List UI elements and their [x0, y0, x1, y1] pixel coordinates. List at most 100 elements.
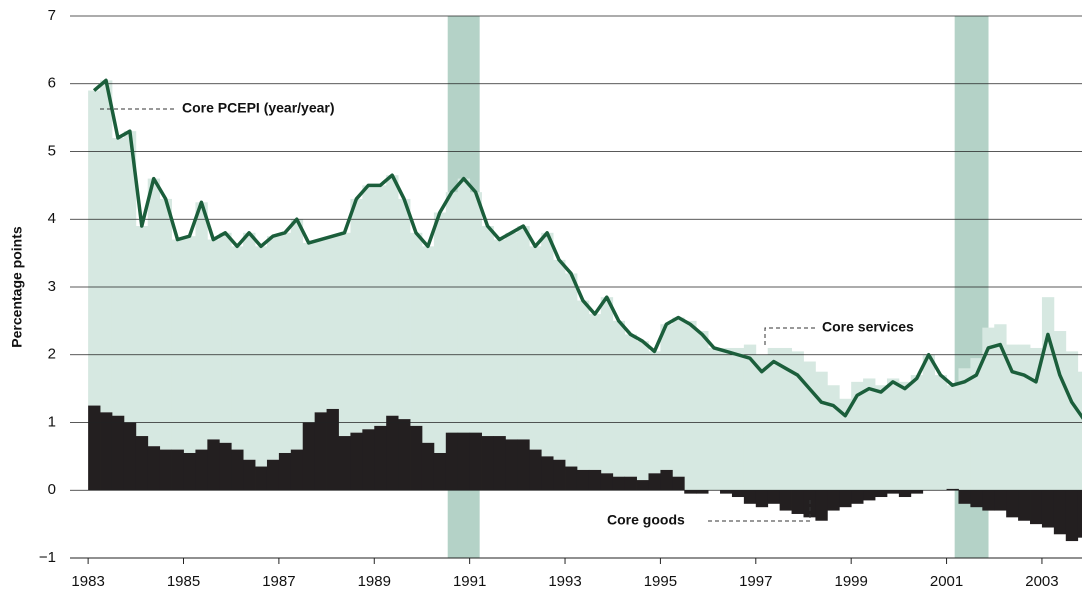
bar — [493, 239, 506, 437]
bar — [946, 488, 959, 491]
bar — [708, 347, 721, 491]
bar — [791, 351, 804, 491]
bar — [100, 80, 113, 413]
bar — [410, 232, 423, 426]
bar — [338, 232, 351, 437]
bar — [457, 432, 471, 491]
annotation: Core PCEPI (year/year) — [182, 100, 335, 116]
bar — [481, 226, 494, 437]
bar — [493, 436, 506, 491]
bar — [815, 371, 828, 491]
x-tick-label: 1985 — [167, 573, 200, 590]
x-tick-label: 2003 — [1025, 573, 1058, 590]
bar — [1053, 490, 1067, 535]
bar — [576, 300, 590, 470]
bar — [612, 476, 626, 491]
bar — [994, 490, 1007, 511]
bar — [565, 466, 578, 491]
bar — [684, 320, 697, 491]
bar — [1006, 490, 1019, 518]
bar — [398, 198, 411, 420]
bar — [1018, 490, 1031, 521]
bar — [970, 490, 983, 508]
bar — [898, 490, 912, 498]
bar — [660, 469, 673, 491]
bar — [910, 375, 924, 491]
bar — [481, 436, 494, 491]
bar — [731, 347, 745, 491]
bar — [302, 422, 316, 491]
bar — [183, 236, 196, 453]
bar — [147, 178, 161, 447]
bar — [266, 459, 280, 491]
bar — [720, 347, 733, 491]
x-tick-label: 1991 — [453, 573, 486, 590]
bar — [672, 476, 685, 491]
bar — [934, 375, 947, 491]
bar — [863, 490, 876, 501]
bar — [111, 415, 125, 491]
bar — [398, 419, 411, 491]
bar — [779, 490, 792, 511]
bar — [314, 412, 327, 491]
bar — [1065, 351, 1079, 491]
bar — [88, 90, 101, 406]
bar — [386, 415, 399, 491]
bar — [433, 452, 447, 491]
bar — [207, 239, 220, 440]
bar — [970, 358, 983, 491]
annotation: Core services — [822, 319, 914, 335]
leader-line — [708, 500, 811, 522]
bar — [159, 449, 172, 491]
bar — [374, 425, 387, 491]
bar — [1041, 297, 1055, 491]
bar — [302, 242, 316, 423]
bar — [326, 408, 339, 491]
bar — [648, 351, 661, 474]
bar — [791, 490, 804, 514]
bar — [529, 246, 542, 450]
bar — [946, 385, 959, 489]
bar — [207, 439, 220, 491]
bar — [994, 324, 1007, 491]
line — [92, 78, 1082, 420]
bar — [505, 439, 518, 491]
leader-line — [764, 327, 815, 345]
bar — [469, 192, 482, 433]
bar — [743, 490, 757, 504]
bar — [672, 317, 685, 477]
y-tick-label: 3 — [48, 278, 56, 295]
bar — [636, 480, 649, 491]
bar — [135, 226, 149, 437]
bar — [827, 490, 840, 511]
bar — [123, 131, 137, 423]
bar — [290, 219, 304, 450]
bar — [421, 442, 435, 491]
y-tick-label: −1 — [39, 549, 56, 566]
bar — [982, 327, 995, 491]
bar — [541, 232, 554, 457]
bar — [421, 246, 435, 443]
bar — [886, 378, 900, 491]
bar — [636, 341, 649, 481]
x-tick-label: 1989 — [358, 573, 391, 590]
bar — [1041, 490, 1055, 528]
bar — [457, 178, 471, 433]
bar — [910, 490, 924, 494]
bar — [517, 439, 530, 491]
bar — [445, 432, 459, 491]
bar — [195, 202, 208, 450]
y-tick-label: 6 — [48, 75, 56, 92]
bar — [147, 446, 161, 491]
bar — [123, 422, 137, 491]
bar — [875, 385, 888, 491]
bar — [350, 432, 363, 491]
bar — [1018, 344, 1031, 491]
bar — [111, 137, 125, 416]
bar — [851, 381, 864, 491]
bar — [886, 490, 900, 494]
y-tick-label: 4 — [48, 210, 56, 227]
x-tick-label: 1997 — [739, 573, 772, 590]
bar — [612, 320, 626, 477]
